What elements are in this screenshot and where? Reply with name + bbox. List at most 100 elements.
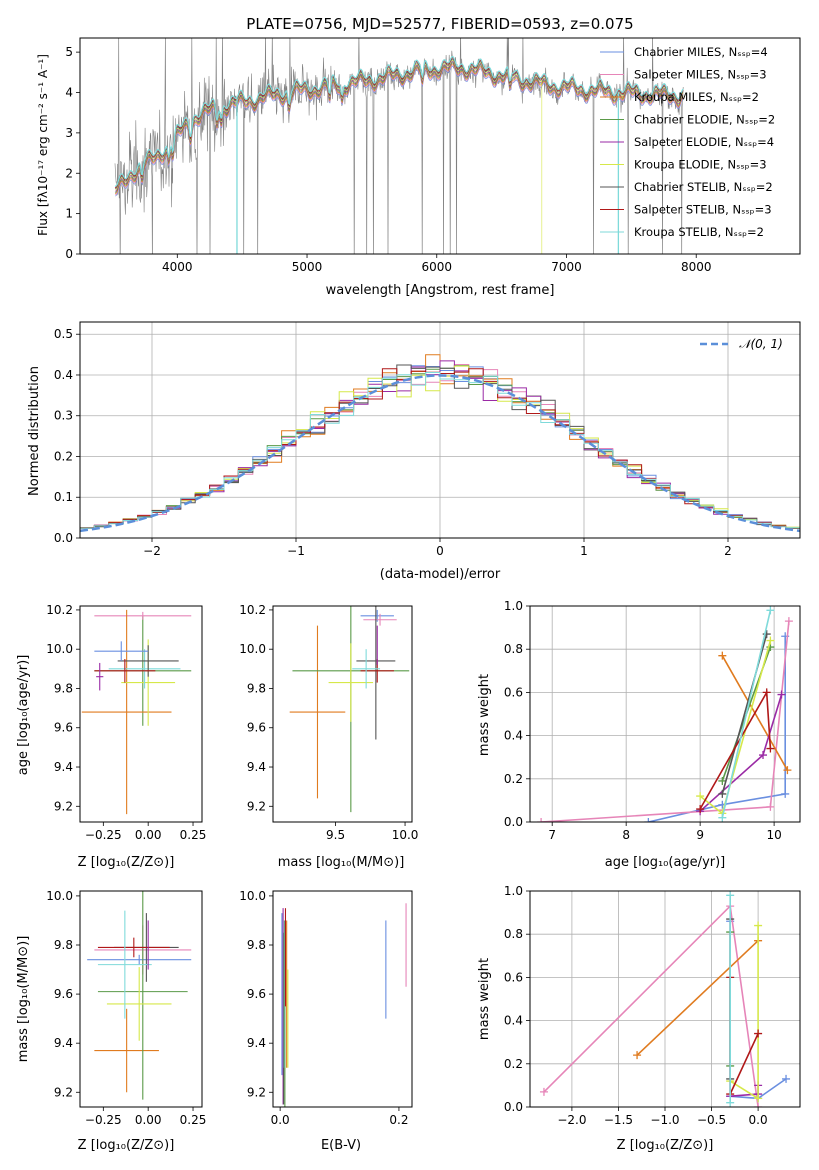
x-tick-label: −1.5 [604,1113,633,1127]
weight-point-marker [539,1087,548,1096]
y-tick-label: 0.4 [504,729,523,743]
x-tick-label: 10 [766,828,781,842]
x-tick-label: 0 [436,544,444,558]
legend-entry-label: Chabrier STELIB, Nₛₛₚ=2 [634,180,773,194]
weight-point-marker [754,921,763,930]
x-tick-label: 7 [548,828,556,842]
weight-point-marker [696,792,705,801]
y-tick-label: 1.0 [504,599,523,613]
y-tick-label: 9.2 [247,1085,266,1099]
weight-point-marker [644,818,653,822]
y-tick-label: 3 [65,126,73,140]
x-tick-label: 0.0 [271,1113,290,1127]
y-tick-label: 10.2 [46,603,73,617]
y-tick-label: 0.0 [504,815,523,829]
x-tick-label: 1 [580,544,588,558]
y-tick-label: 10.2 [239,603,266,617]
x-tick-label: −2.0 [557,1113,586,1127]
plot-area [289,606,410,813]
weight-series-line [648,636,786,822]
x-tick-label: 0.00 [135,1113,162,1127]
y-tick-label: 0.3 [54,409,73,423]
z-weight-ylabel: mass weight [477,958,492,1040]
model-series-line [114,62,684,193]
histogram-legend: 𝒩(0, 1) [700,337,783,351]
y-tick-label: 1 [65,207,73,221]
y-tick-label: 9.8 [54,681,73,695]
model-series-line [114,64,684,196]
weight-series-line [541,621,790,822]
y-tick-label: 0.2 [504,772,523,786]
x-tick-label: 6000 [421,260,452,274]
x-tick-label: 0.25 [180,1113,207,1127]
mass-age-xlabel: mass [log₁₀(M/M⊙)] [278,855,405,870]
x-tick-label: −1.0 [650,1113,679,1127]
z-weight-xlabel: Z [log₁₀(Z/Z⊙)] [617,1138,714,1153]
x-tick-label: 2 [724,544,732,558]
y-tick-label: 9.8 [247,938,266,952]
z-mass-xlabel: Z [log₁₀(Z/Z⊙)] [78,1138,175,1153]
plot-area [281,903,407,1107]
legend-entry-label: Kroupa ELODIE, Nₛₛₚ=3 [634,158,767,172]
y-tick-label: 9.4 [54,760,73,774]
model-series-line [114,59,684,254]
weight-point-marker [782,1074,791,1083]
observed-spectrum-line [114,38,684,254]
x-tick-label: −0.5 [697,1113,726,1127]
x-tick-label: −2 [143,544,161,558]
age-weight-panel: 7 8 9 10 0.0 0.2 0.4 0.6 0.8 1.0 [504,599,801,842]
y-tick-label: 9.6 [54,987,73,1001]
x-tick-label: 9.5 [326,828,345,842]
y-tick-label: 0.6 [504,685,523,699]
y-tick-label: 9.2 [54,1085,73,1099]
plot-area [81,609,192,815]
y-tick-label: 0.8 [504,927,523,941]
x-tick-label: 5000 [292,260,323,274]
legend-entry-label: Salpeter ELODIE, Nₛₛₚ=4 [634,135,774,149]
weight-series-line [543,904,759,1107]
y-tick-label: 0.2 [504,1057,523,1071]
model-series-line [114,58,684,190]
weight-series-line [699,640,772,815]
weight-point-marker [696,805,705,814]
legend-normal-label: 𝒩(0, 1) [739,337,783,351]
weight-point-marker [759,751,768,760]
y-tick-label: 10.0 [239,889,266,903]
weight-point-marker [633,1051,642,1060]
spectrum-xlabel: wavelength [Angstrom, rest frame] [326,283,555,298]
y-tick-label: 0.0 [504,1100,523,1114]
y-tick-label: 0 [65,247,73,261]
y-tick-label: 4 [65,86,73,100]
legend-entry-label: Kroupa MILES, Nₛₛₚ=2 [634,90,759,104]
weight-point-marker [754,1094,763,1103]
weight-series-line [699,694,783,812]
histogram-steps [80,364,800,529]
z-mass-ylabel: mass [log₁₀(M/M⊙)] [16,936,31,1063]
weight-point-marker [762,688,771,697]
y-tick-label: 0.0 [54,531,73,545]
weight-point-marker [762,630,771,639]
legend-entry-label: Chabrier ELODIE, Nₛₛₚ=2 [634,113,775,127]
axes-frame [79,890,203,1108]
normal-curve-line [80,374,800,533]
figure-title: PLATE=0756, MJD=52577, FIBERID=0593, z=0… [246,15,633,33]
z-weight-panel: −2.0 −1.5 −1.0 −0.5 0.0 0.0 0.2 0.4 0.6 0.8 1.0 [504,884,801,1127]
plot-area [539,891,791,1107]
weight-point-marker [537,818,546,822]
age-weight-xlabel: age [log₁₀(age/yr)] [605,855,726,870]
model-series-line [114,66,684,197]
spectrum-ylabel: Flux [fλ10⁻¹⁷ erg cm⁻² s⁻¹ A⁻¹] [36,54,50,236]
axes-frame [272,605,413,823]
axes-frame [272,890,413,1108]
legend-entry-label: Salpeter STELIB, Nₛₛₚ=3 [634,203,772,217]
weight-point-marker [766,636,775,645]
weight-series-line [699,689,772,810]
z-age-panel: −0.25 0.00 0.25 9.2 9.4 9.6 9.8 10.0 10.2 [46,603,206,842]
histogram-ylabel: Normed distribution [27,366,42,496]
y-tick-label: 1.0 [504,884,523,898]
x-tick-label: 8000 [681,260,712,274]
y-tick-label: 0.6 [504,970,523,984]
mass-age-panel: 9.5 10.0 9.2 9.4 9.6 9.8 10.0 10.2 [239,603,418,842]
x-tick-label: −0.25 [85,1113,122,1127]
